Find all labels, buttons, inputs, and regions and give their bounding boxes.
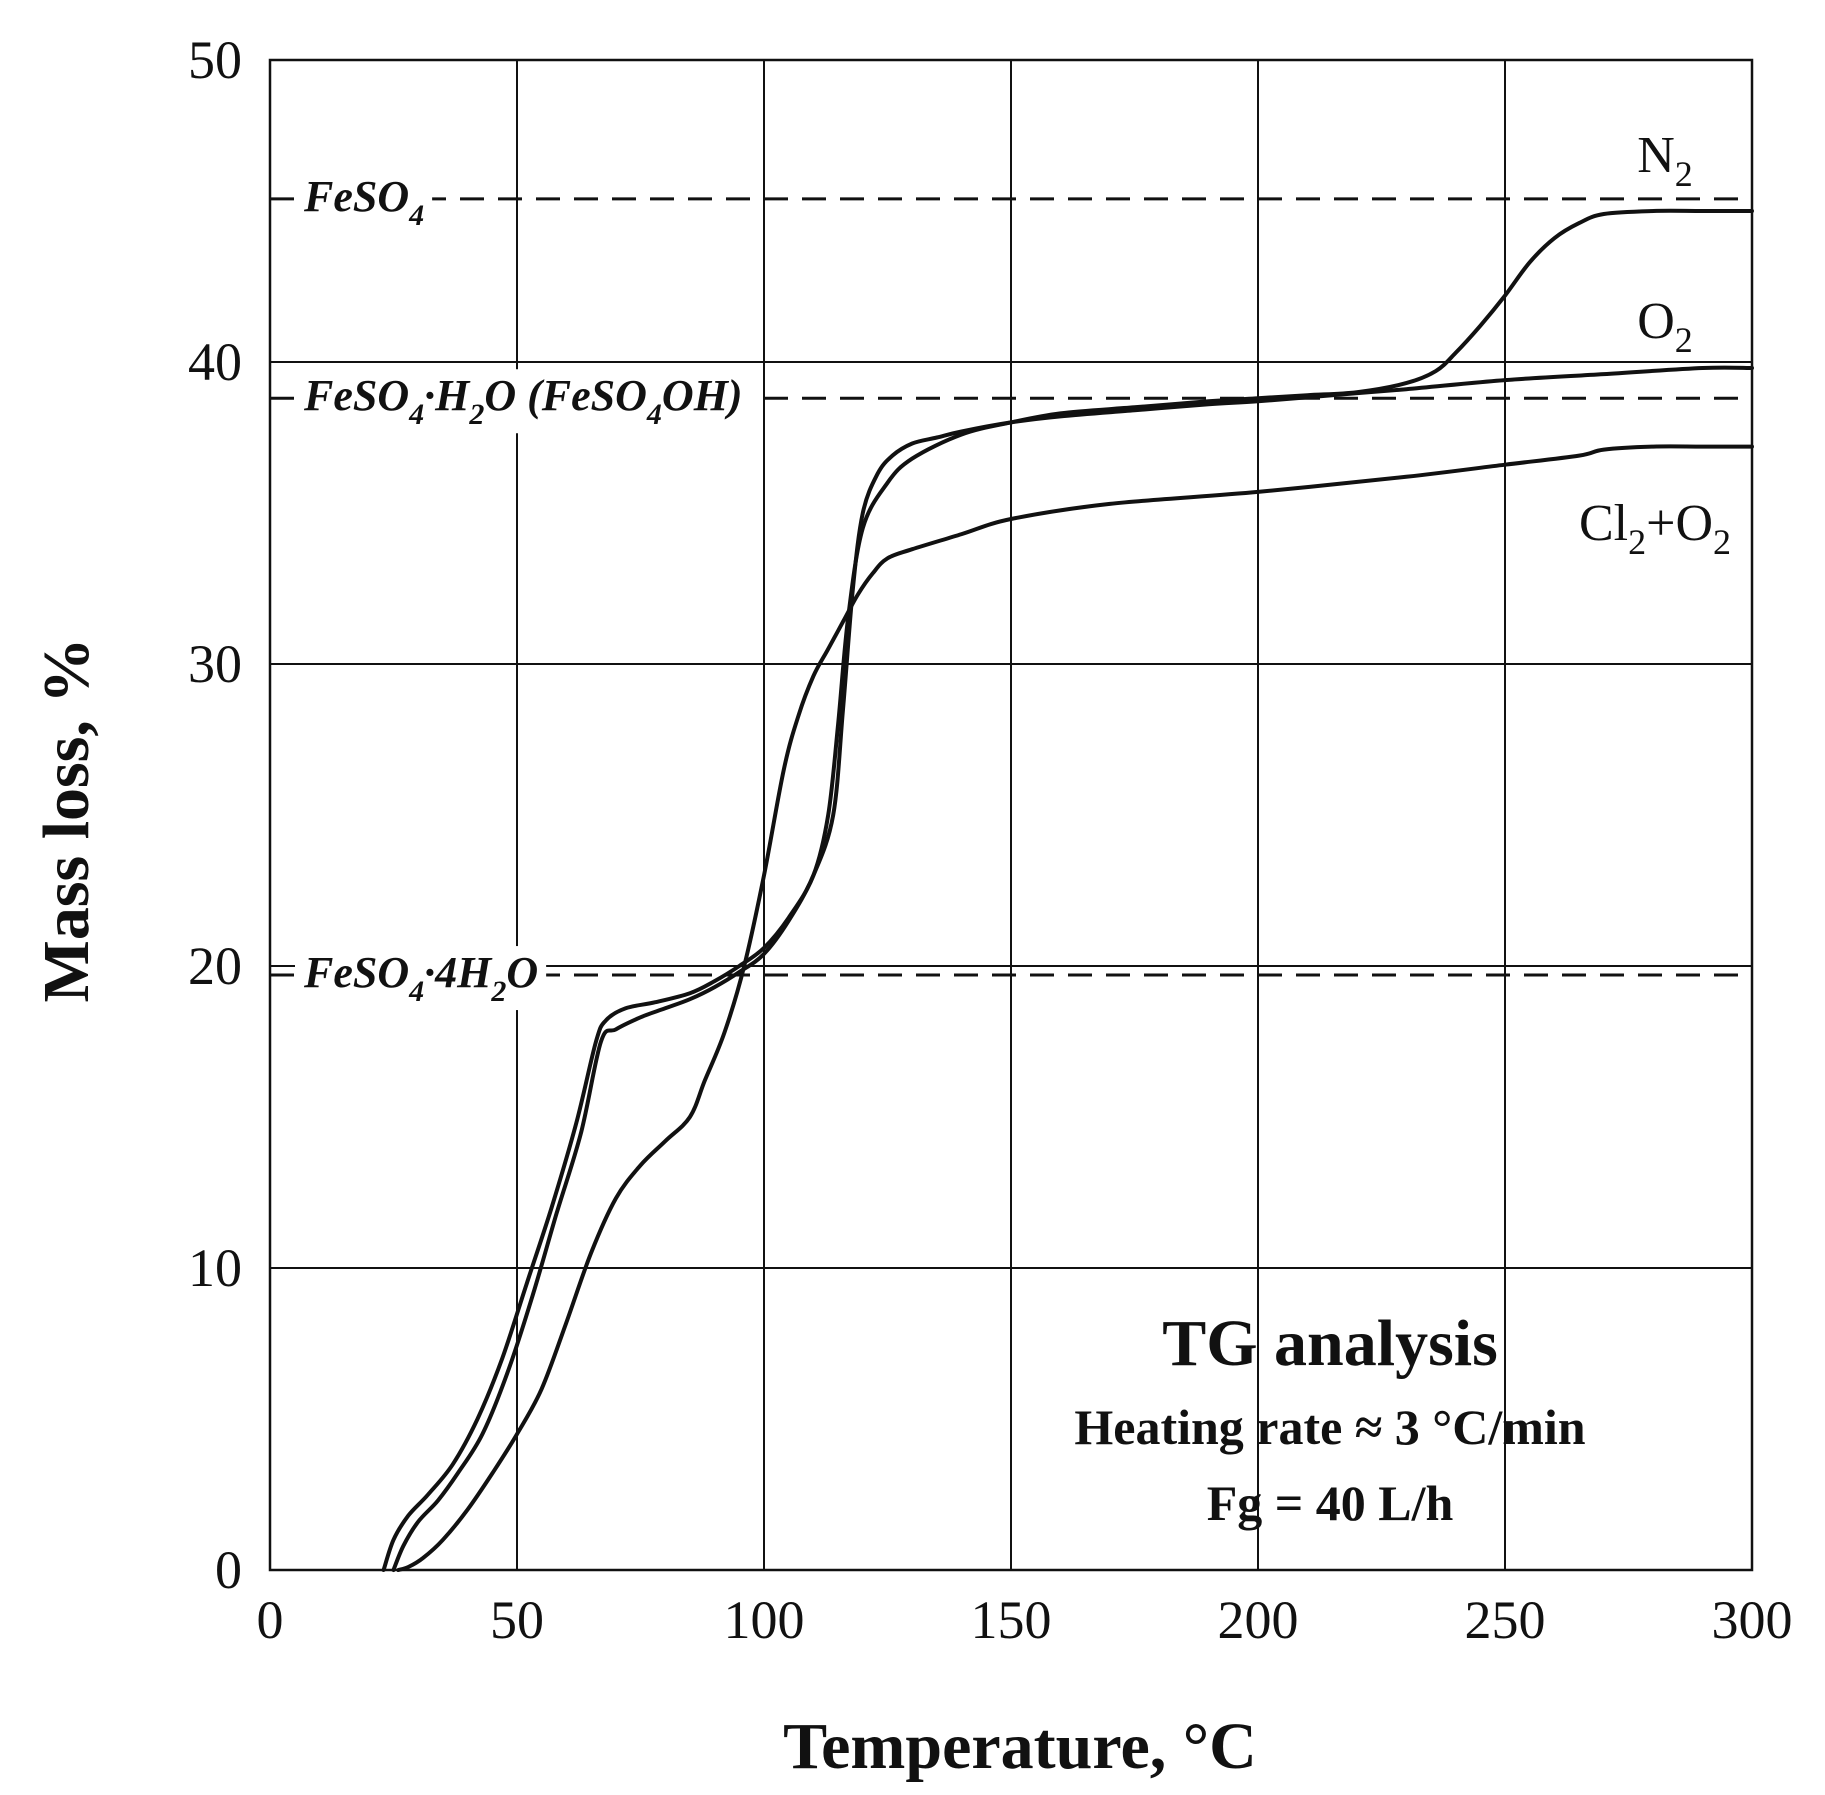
reference-label-bg xyxy=(295,369,751,434)
y-tick-label: 50 xyxy=(188,30,242,90)
x-tick-label: 0 xyxy=(257,1590,284,1650)
y-tick-label: 20 xyxy=(188,936,242,996)
x-tick-label: 50 xyxy=(490,1590,544,1650)
series-label-cl2-o2: Cl2+O2 xyxy=(1579,495,1731,562)
y-tick-label: 10 xyxy=(188,1238,242,1298)
series-line-n2 xyxy=(381,208,1754,1572)
series-label-n2: N2 xyxy=(1637,127,1693,194)
series-line-o2 xyxy=(391,365,1754,1572)
x-axis-title: Temperature, °C xyxy=(783,1710,1257,1783)
x-tick-label: 300 xyxy=(1712,1590,1793,1650)
tick-labels: 0 50 100 150 200 250 300 0 10 20 30 40 50 xyxy=(188,30,1793,1650)
series-line-cl2-o2 xyxy=(396,444,1754,1572)
y-tick-label: 40 xyxy=(188,332,242,392)
annotation-box: TG analysis Heating rate ≈ 3 °C/min Fg =… xyxy=(1074,1307,1585,1531)
annotation-title: TG analysis xyxy=(1162,1307,1498,1380)
reference-label-bg xyxy=(295,946,547,1011)
annotation-flow: Fg = 40 L/h xyxy=(1207,1475,1454,1531)
reference-label: FeSO4·H2O (FeSO4OH) xyxy=(303,371,743,431)
x-tick-label: 150 xyxy=(971,1590,1052,1650)
y-tick-label: 0 xyxy=(215,1540,242,1600)
x-tick-label: 200 xyxy=(1218,1590,1299,1650)
annotation-heating-rate: Heating rate ≈ 3 °C/min xyxy=(1074,1399,1585,1455)
grid-layer xyxy=(268,58,1754,1572)
series-curves xyxy=(381,208,1754,1572)
reference-label: FeSO4 xyxy=(303,172,424,232)
y-axis-title: Mass loss, % xyxy=(30,638,103,1003)
reference-label-bg xyxy=(295,169,433,234)
series-labels: N2 O2 Cl2+O2 xyxy=(1579,127,1731,562)
series-label-o2: O2 xyxy=(1637,293,1693,360)
y-tick-label: 30 xyxy=(188,634,242,694)
reference-label: FeSO4·4H2O xyxy=(303,948,538,1008)
reference-lines: FeSO4 FeSO4·H2O (FeSO4OH) FeSO4·4H2O xyxy=(270,169,1752,1011)
x-tick-label: 100 xyxy=(724,1590,805,1650)
x-tick-label: 250 xyxy=(1465,1590,1546,1650)
